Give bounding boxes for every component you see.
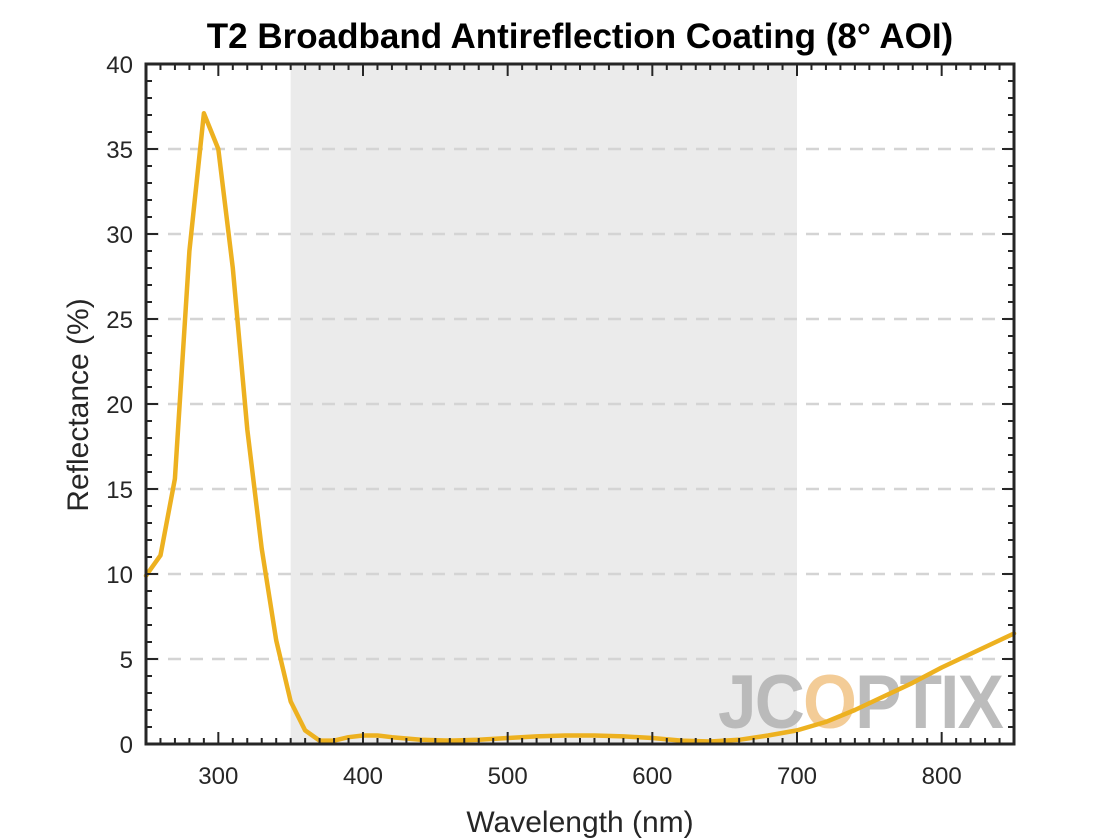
- y-tick-labels: 0 5 10 15 20 25 30 35 40: [106, 52, 133, 759]
- y-tick-label: 35: [106, 137, 133, 164]
- x-tick-label: 600: [632, 763, 672, 790]
- watermark-text: JCOPTIX: [718, 660, 1004, 745]
- y-tick-label: 15: [106, 477, 133, 504]
- x-tick-labels: 300 400 500 600 700 800: [198, 763, 961, 790]
- x-tick-label: 400: [343, 763, 383, 790]
- y-tick-label: 20: [106, 392, 133, 419]
- x-tick-label: 500: [488, 763, 528, 790]
- y-axis-label: Reflectance (%): [62, 298, 95, 511]
- y-gridlines: [146, 147, 1014, 661]
- chart-title: T2 Broadband Antireflection Coating (8° …: [207, 17, 953, 56]
- y-tick-label: 0: [120, 732, 133, 759]
- x-axis-label: Wavelength (nm): [466, 806, 693, 839]
- jcoptix-watermark: JCOPTIX: [718, 660, 1006, 745]
- y-tick-label: 5: [120, 647, 133, 674]
- y-tick-label: 40: [106, 52, 133, 79]
- y-tick-label: 25: [106, 307, 133, 334]
- x-tick-label: 800: [922, 763, 962, 790]
- axis-ticks: [146, 64, 1014, 744]
- y-tick-label: 10: [106, 562, 133, 589]
- y-tick-label: 30: [106, 222, 133, 249]
- x-tick-label: 300: [198, 763, 238, 790]
- x-tick-label: 700: [777, 763, 817, 790]
